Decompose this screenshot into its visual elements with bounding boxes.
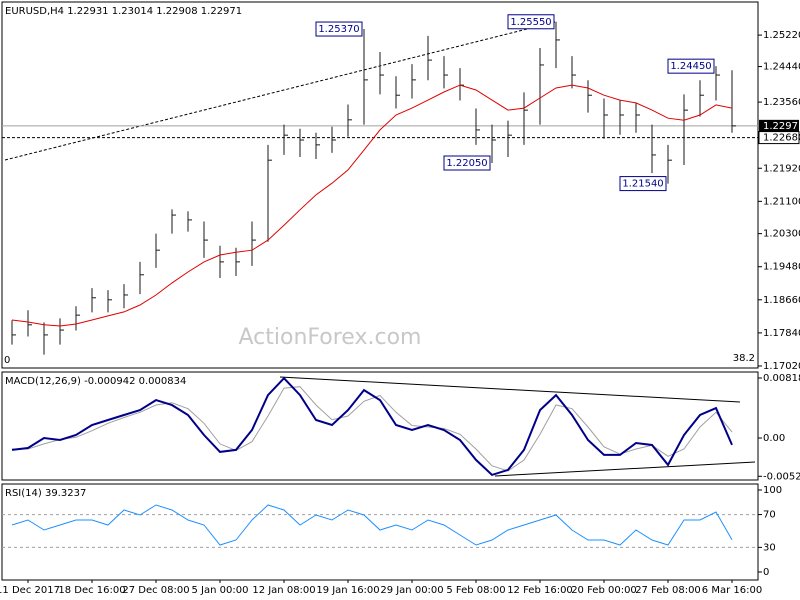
y-tick-label: 30 bbox=[763, 542, 776, 553]
panel-title: MACD(12,26,9) -0.000942 0.000834 bbox=[5, 376, 186, 387]
y-tick-label: 1.21920 bbox=[763, 163, 800, 174]
annotation-label: 1.22050 bbox=[446, 158, 487, 169]
x-tick-label: 6 Mar 16:00 bbox=[702, 585, 762, 596]
fib-label: 0 bbox=[4, 355, 10, 366]
panel-title: EURUSD,H4 1.22931 1.23014 1.22908 1.2297… bbox=[5, 6, 242, 17]
panel-title: RSI(14) 39.3237 bbox=[5, 488, 86, 499]
moving-average bbox=[11, 84, 733, 327]
y-tick-label: 1.20300 bbox=[763, 229, 800, 240]
annotation-box bbox=[507, 14, 555, 30]
price-box bbox=[759, 119, 799, 132]
x-tick-label: 19 Jan 16:00 bbox=[316, 585, 379, 596]
level-box bbox=[758, 131, 800, 145]
y-tick-label: 0 bbox=[763, 567, 769, 578]
y-tick-label: 0.00 bbox=[763, 433, 785, 444]
y-tick-label: 1.18660 bbox=[763, 295, 800, 306]
trend-line bbox=[494, 461, 756, 477]
y-tick-label: 1.17840 bbox=[763, 328, 800, 339]
x-tick-label: 27 Feb 08:00 bbox=[635, 585, 701, 596]
y-tick-label: 1.23560 bbox=[763, 97, 800, 108]
x-tick-label: 12 Jan 08:00 bbox=[252, 585, 315, 596]
panel bbox=[1, 371, 759, 481]
annotation-label: 1.25550 bbox=[510, 17, 551, 28]
annotation-box bbox=[619, 176, 667, 192]
y-tick-label: -0.005223 bbox=[763, 471, 800, 482]
annotation-box bbox=[443, 155, 491, 171]
y-tick-label: 1.21100 bbox=[763, 196, 800, 207]
annotation-label: 1.25370 bbox=[318, 24, 359, 35]
annotation-box bbox=[315, 21, 363, 37]
x-tick-label: 5 Feb 08:00 bbox=[446, 585, 505, 596]
x-tick-label: 27 Dec 08:00 bbox=[122, 585, 189, 596]
annotation-label: 1.24450 bbox=[670, 61, 711, 72]
indicator-line bbox=[11, 376, 733, 477]
trend-line bbox=[279, 376, 741, 403]
trend-line bbox=[4, 21, 556, 161]
y-tick-label: 100 bbox=[763, 485, 782, 496]
watermark: ActionForex.com bbox=[239, 325, 422, 350]
x-tick-label: 20 Feb 00:00 bbox=[571, 585, 637, 596]
y-tick-label: 1.25220 bbox=[763, 30, 800, 41]
y-tick-label: 0.008182 bbox=[763, 373, 800, 384]
x-tick-label: 12 Feb 16:00 bbox=[507, 585, 573, 596]
panel bbox=[1, 483, 759, 581]
x-tick-label: 18 Dec 16:00 bbox=[58, 585, 125, 596]
annotation-label: 1.21540 bbox=[622, 179, 663, 190]
price-label: 1.22971 bbox=[763, 121, 800, 132]
y-tick-label: 1.24440 bbox=[763, 62, 800, 73]
indicator-line bbox=[11, 504, 733, 546]
indicator-line bbox=[12, 386, 733, 472]
x-tick-label: 5 Jan 00:00 bbox=[192, 585, 249, 596]
x-tick-label: 11 Dec 2017 bbox=[0, 585, 60, 596]
x-tick-label: 29 Jan 00:00 bbox=[380, 585, 443, 596]
annotation-box bbox=[667, 58, 715, 74]
y-tick-label: 1.17020 bbox=[763, 361, 800, 372]
panel bbox=[1, 1, 759, 369]
y-tick-label: 1.19480 bbox=[763, 262, 800, 273]
y-tick-label: 70 bbox=[763, 510, 776, 521]
fib-label: 38.2 bbox=[733, 353, 755, 364]
